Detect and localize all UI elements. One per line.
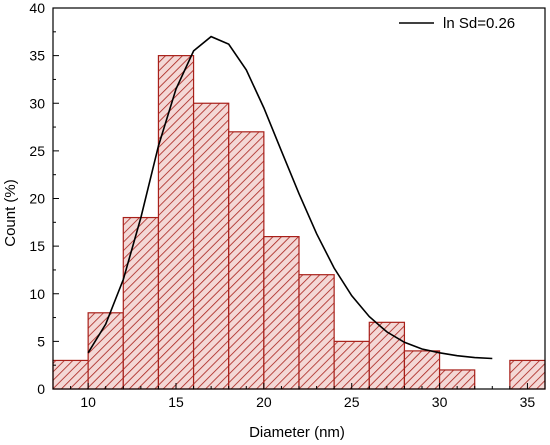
y-tick-label-5: 5 (37, 333, 45, 349)
histogram-bar-5 (228, 131, 265, 390)
fit-curve-line (87, 35, 493, 360)
histogram-bar-3 (157, 55, 195, 390)
y-tick-label-40: 40 (29, 0, 45, 16)
x-tick-label-10: 10 (80, 394, 96, 410)
histogram-bar-8 (333, 340, 370, 390)
y-tick-label-0: 0 (37, 381, 45, 397)
axis-ticks: 10 15 20 25 30 35 0 5 10 15 20 25 30 35 40 (29, 0, 535, 410)
histogram-bar-9 (368, 321, 406, 390)
legend-label: ln Sd=0.26 (443, 15, 515, 32)
histogram-bar-2 (122, 216, 160, 390)
legend: ln Sd=0.26 (399, 15, 515, 32)
x-tick-label-15: 15 (168, 394, 184, 410)
y-tick-label-30: 30 (29, 95, 45, 111)
bars-group (52, 55, 546, 390)
histogram-bar-0 (52, 359, 89, 390)
y-tick-label-35: 35 (29, 48, 45, 64)
x-tick-label-20: 20 (256, 394, 272, 410)
y-tick-label-15: 15 (29, 238, 45, 254)
histogram-bar-6 (263, 236, 300, 390)
x-axis-label: Diameter (nm) (249, 424, 345, 441)
histogram-bar-10 (403, 350, 441, 390)
x-tick-label-35: 35 (520, 394, 536, 410)
y-tick-label-20: 20 (29, 191, 45, 207)
x-tick-label-25: 25 (344, 394, 360, 410)
histogram-bar-7 (298, 274, 335, 390)
y-tick-label-10: 10 (29, 286, 45, 302)
x-tick-label-30: 30 (432, 394, 448, 410)
y-tick-label-25: 25 (29, 143, 45, 159)
histogram-bar-4 (192, 102, 230, 390)
y-axis-label: Count (%) (2, 179, 19, 247)
